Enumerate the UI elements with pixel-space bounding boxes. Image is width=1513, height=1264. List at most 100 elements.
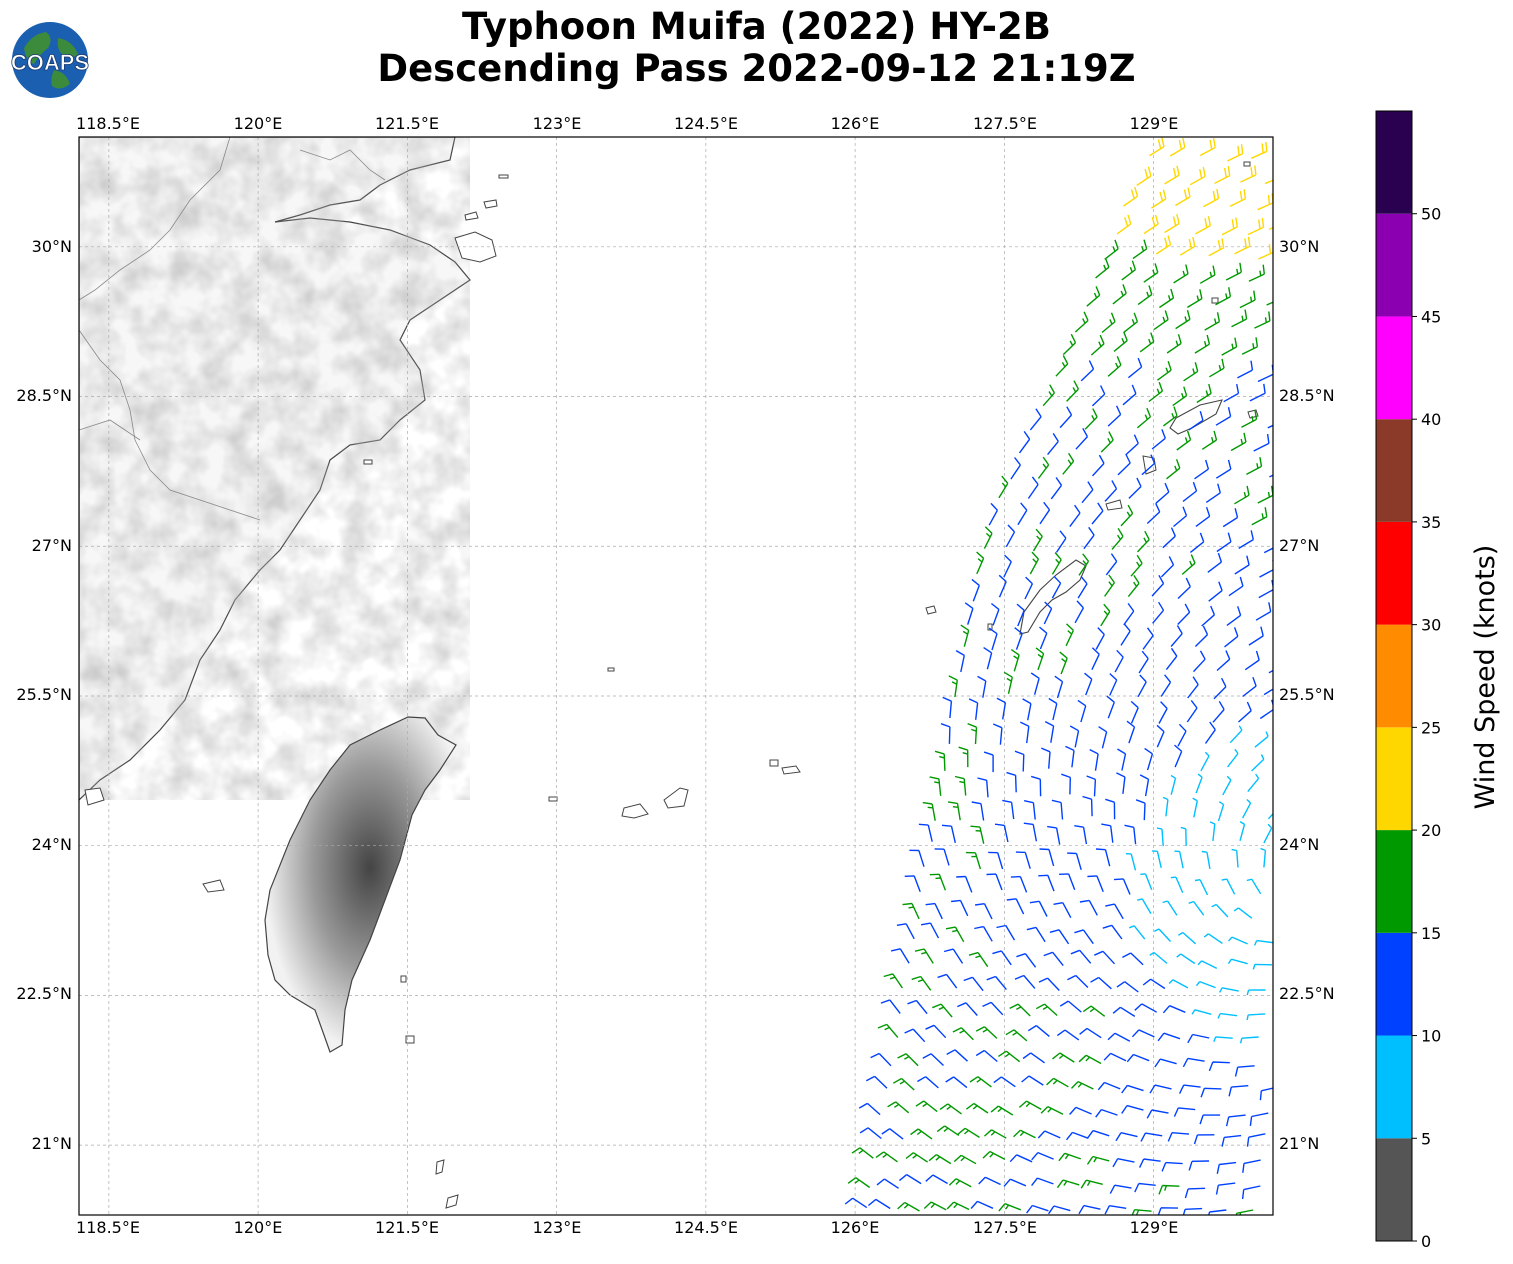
colorbar-tick-label: 20 [1421, 821, 1441, 840]
wind-barb [1156, 827, 1164, 847]
wind-barb [1189, 166, 1206, 186]
colorbar-bin [1376, 521, 1412, 625]
wind-barb [1029, 408, 1042, 431]
wind-barb [968, 698, 979, 720]
wind-barb [965, 851, 982, 870]
wind-barb [1176, 953, 1196, 965]
wind-barb [1136, 166, 1152, 186]
wind-barb [1238, 530, 1254, 549]
wind-barb [1120, 504, 1134, 527]
wind-barb [1016, 953, 1037, 968]
wind-barb [1199, 1114, 1221, 1125]
province-border [79, 419, 141, 441]
small-island [1211, 297, 1219, 304]
colorbar-tick-label: 25 [1421, 718, 1441, 737]
wind-barb [1121, 1084, 1144, 1094]
wind-barb [909, 849, 925, 867]
wind-barb [1215, 407, 1232, 426]
coastal-island [363, 459, 373, 465]
wind-barb [1227, 144, 1244, 162]
wind-barb [1242, 676, 1257, 698]
wind-barb [994, 823, 1009, 843]
lat-tick-label: 22.5°N [1279, 984, 1335, 1003]
wind-barb [1197, 960, 1218, 970]
wind-barb [965, 1102, 989, 1114]
wind-barb [1048, 697, 1058, 721]
wind-barb [1141, 454, 1156, 476]
wind-barb [1246, 1013, 1266, 1021]
wind-barb [1009, 1154, 1033, 1163]
wind-barb [880, 999, 901, 1014]
wind-barb [1246, 456, 1263, 476]
wind-barb [1048, 1205, 1071, 1215]
wind-barb [1002, 799, 1015, 820]
wind-barb [1263, 547, 1273, 554]
wind-barb [1022, 698, 1032, 721]
colorbar-tick-label: 30 [1421, 616, 1441, 635]
colorbar-bin [1376, 111, 1412, 214]
lon-tick-label: 127.5°E [973, 114, 1037, 133]
wind-barb [925, 1174, 948, 1185]
coastal-island [483, 199, 498, 209]
wind-barb [988, 502, 999, 526]
wind-barb [1083, 526, 1095, 550]
wind-barb [1268, 226, 1273, 230]
wind-barb [1137, 898, 1152, 914]
wind-barb [904, 1028, 926, 1043]
wind-barb [1062, 452, 1075, 475]
wind-barb [1212, 700, 1225, 723]
wind-barb [1180, 826, 1187, 846]
wind-barb [1024, 576, 1034, 600]
wind-barb [998, 1050, 1021, 1063]
wind-barb [967, 722, 978, 745]
wind-barb [922, 801, 936, 821]
wind-barb [1037, 456, 1050, 479]
wind-barb [955, 649, 965, 673]
wind-barb [1077, 699, 1087, 723]
wind-barb [1139, 332, 1155, 353]
wind-barb [1079, 1027, 1102, 1039]
wind-barb [865, 1075, 888, 1089]
wind-barb [1107, 356, 1122, 377]
wind-barb [1182, 481, 1198, 502]
wind-barb [1154, 1058, 1177, 1068]
wind-barb [1203, 188, 1220, 208]
wind-barb [1230, 432, 1247, 452]
wind-barb [1254, 311, 1271, 329]
map-title-line1: Typhoon Muifa (2022) HY-2B [462, 5, 1051, 48]
lon-tick-label: 126°E [831, 114, 880, 133]
wind-barb [975, 1049, 998, 1063]
wind-barb [1059, 1000, 1082, 1013]
lat-tick-label: 22.5°N [16, 984, 72, 1003]
wind-barb [986, 873, 1003, 891]
wind-barb [1199, 137, 1216, 157]
wind-barb [1069, 504, 1081, 528]
wind-barb [1035, 1003, 1058, 1017]
lon-tick-label: 121.5°E [375, 114, 439, 133]
wind-barb [1191, 1009, 1212, 1015]
wind-barb [929, 776, 942, 796]
wind-barb [1156, 724, 1165, 748]
colorbar-bin [1376, 727, 1412, 831]
wind-barb [992, 950, 1012, 966]
wind-barb [1239, 821, 1246, 841]
wind-barb [1151, 189, 1167, 209]
wind-barb [976, 551, 985, 575]
lon-tick-label: 120°E [234, 114, 283, 133]
wind-barb [876, 1178, 899, 1189]
ishigaki-island [621, 803, 649, 819]
wind-barb [1128, 477, 1142, 499]
wind-barb [941, 824, 956, 843]
wind-barb [1121, 1104, 1144, 1114]
logo-label: COAPS [11, 50, 89, 75]
wind-barb [1241, 337, 1259, 355]
wind-barb [844, 1197, 868, 1209]
wind-barb [993, 1076, 1016, 1088]
wind-barb [1021, 1075, 1044, 1086]
wind-barb [1196, 383, 1212, 404]
wind-barb [1043, 951, 1064, 967]
wind-barb [910, 1128, 933, 1140]
wind-barb [1078, 1054, 1102, 1065]
wind-barb [1136, 407, 1152, 429]
